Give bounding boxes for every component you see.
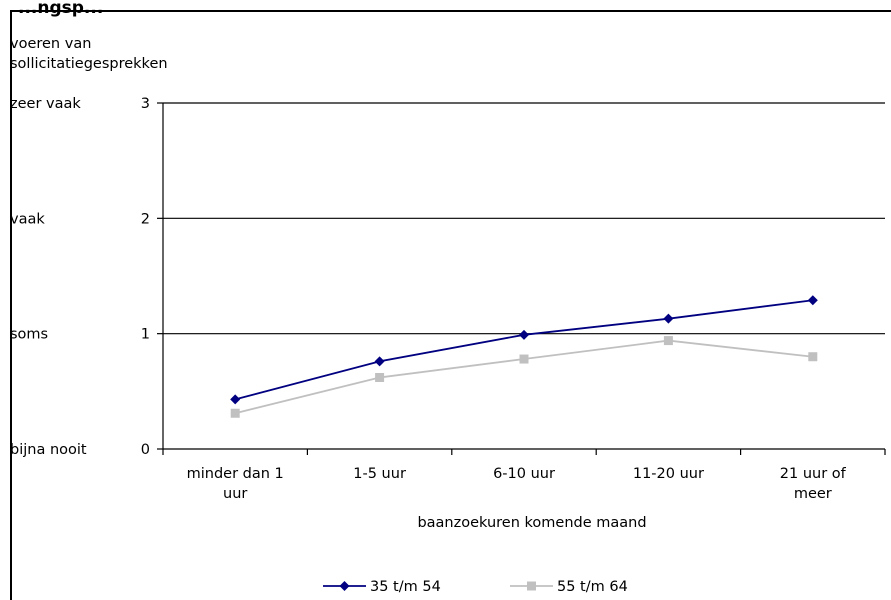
series-1-point-4	[808, 352, 818, 362]
y-category-label-1: soms	[10, 327, 48, 343]
legend-label-1: 55 t/m 64	[557, 579, 628, 595]
chart-title: ...ngsp...	[18, 0, 104, 18]
chart-frame: ...ngsp...	[10, 0, 891, 600]
x-tick-label-3-0: 11-20 uur	[633, 466, 704, 482]
y-category-label-2: vaak	[10, 211, 45, 227]
legend-label-0: 35 t/m 54	[370, 579, 441, 595]
x-axis-label: baanzoekuren komende maand	[417, 515, 646, 531]
series-1-point-3	[663, 336, 673, 346]
x-tick-label-2-0: 6-10 uur	[493, 466, 555, 482]
y-axis-label-0: voeren van	[10, 36, 91, 52]
series-line-0	[234, 299, 813, 401]
y-tick-label-0: 0	[141, 442, 150, 458]
x-tick-label-0-0: minder dan 1	[187, 466, 284, 482]
x-tick-label-4-1: meer	[794, 486, 832, 502]
series-0-point-2	[519, 329, 529, 340]
series-1-point-1	[375, 372, 385, 382]
x-tick-label-4-0: 21 uur of	[780, 466, 847, 482]
x-tick-label-0-1: uur	[223, 486, 247, 502]
series-0-point-3	[663, 313, 674, 324]
series-1-point-0	[230, 408, 240, 418]
y-tick-label-2: 2	[141, 211, 150, 227]
x-tick-label-1-0: 1-5 uur	[353, 466, 406, 482]
y-tick-label-3: 3	[141, 96, 150, 112]
y-category-label-0: bijna nooit	[10, 442, 87, 458]
legend-marker-0	[339, 581, 350, 591]
series-0-point-4	[807, 295, 818, 306]
series-0-point-0	[230, 394, 241, 405]
y-tick-label-1: 1	[141, 327, 150, 343]
series-0-point-1	[374, 356, 385, 367]
y-axis-label-1: sollicitatiegesprekken	[10, 56, 168, 72]
legend-marker-1	[527, 581, 536, 591]
series-1-point-2	[519, 354, 529, 364]
y-category-label-3: zeer vaak	[10, 96, 81, 112]
